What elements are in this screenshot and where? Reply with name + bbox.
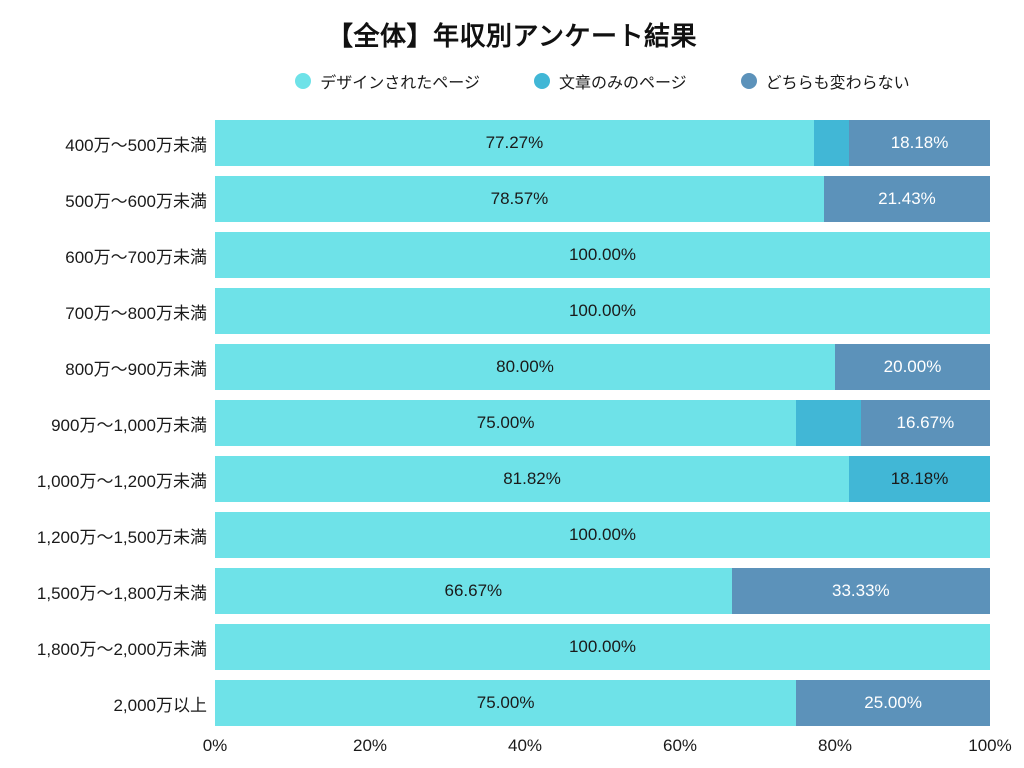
bar-segment-series-2: 25.00% <box>796 680 990 726</box>
x-axis-tick: 80% <box>817 736 853 755</box>
bar-segment-label: 18.18% <box>890 469 949 488</box>
bar-segment-label: 100.00% <box>568 245 637 264</box>
bar-segment-series-1 <box>796 400 861 446</box>
x-axis-tick: 0% <box>202 736 228 755</box>
category-label: 800万〜900万未満 <box>65 359 207 379</box>
bar-segment-series-2: 16.67% <box>860 400 990 446</box>
chart-row: 1,000万〜1,200万未満 81.82% 18.18% <box>0 456 1024 502</box>
bar-stack: 100.00% <box>215 232 990 278</box>
category-label: 1,500万〜1,800万未満 <box>36 583 207 603</box>
bar-stack: 66.67% 33.33% <box>215 568 990 614</box>
bar-stack: 80.00% 20.00% <box>215 344 990 390</box>
bar-segment-label: 20.00% <box>883 357 942 376</box>
bar-stack: 100.00% <box>215 624 990 670</box>
category-label: 900万〜1,000万未満 <box>51 415 207 435</box>
bar-segment-label: 100.00% <box>568 525 637 544</box>
bar-segment-label: 100.00% <box>568 301 637 320</box>
legend-color-dot-icon <box>295 73 312 89</box>
bar-segment-label: 21.43% <box>878 189 936 208</box>
bar-stack: 78.57% 21.43% <box>215 176 990 222</box>
legend-item-0: デザインされたページ <box>295 69 480 93</box>
x-axis: 0% 20% 40% 60% 80% 100% <box>203 736 1012 762</box>
bar-segment-label: 16.67% <box>896 413 955 432</box>
bar-segment-series-0: 100.00% <box>215 288 990 334</box>
bar-stack: 81.82% 18.18% <box>215 456 990 502</box>
chart-title: 【全体】年収別アンケート結果 <box>327 21 697 51</box>
category-label: 600万〜700万未満 <box>65 247 207 267</box>
bar-segment-series-1: 18.18% <box>849 456 990 502</box>
chart-row: 500万〜600万未満 78.57% 21.43% <box>0 176 1024 222</box>
bar-segment-label: 100.00% <box>568 637 637 656</box>
bar-stack: 100.00% <box>215 288 990 334</box>
chart-row: 900万〜1,000万未満 75.00% 16.67% <box>0 400 1024 446</box>
legend-label: 文章のみのページ <box>558 75 687 92</box>
x-axis-tick: 100% <box>968 736 1012 755</box>
legend-item-2: どちらも変わらない <box>740 69 910 93</box>
bar-segment-series-0: 77.27% <box>215 120 814 166</box>
chart-row: 1,800万〜2,000万未満 100.00% <box>0 624 1024 670</box>
bar-segment-label: 33.33% <box>832 581 890 600</box>
bar-segment-series-2: 18.18% <box>849 120 990 166</box>
bar-segment-series-0: 81.82% <box>215 456 850 502</box>
bar-segment-series-0: 75.00% <box>215 400 797 446</box>
bar-segment-label: 80.00% <box>496 357 554 376</box>
bar-stack: 75.00% 25.00% <box>215 680 990 726</box>
category-label: 400万〜500万未満 <box>65 135 207 155</box>
legend-color-dot-icon <box>533 73 550 89</box>
bar-stack: 100.00% <box>215 512 990 558</box>
bar-segment-series-2: 20.00% <box>835 344 990 390</box>
legend-item-1: 文章のみのページ <box>533 69 687 93</box>
bar-stack: 75.00% 16.67% <box>215 400 990 446</box>
legend-label: デザインされたページ <box>320 75 480 92</box>
x-axis-tick: 40% <box>507 736 543 755</box>
chart-row: 800万〜900万未満 80.00% 20.00% <box>0 344 1024 390</box>
chart-row: 400万〜500万未満 77.27% 18.18% <box>0 120 1024 166</box>
chart-row: 1,500万〜1,800万未満 66.67% 33.33% <box>0 568 1024 614</box>
category-label: 700万〜800万未満 <box>65 303 207 323</box>
category-label: 1,200万〜1,500万未満 <box>36 527 207 547</box>
category-label: 1,800万〜2,000万未満 <box>36 639 207 659</box>
bar-segment-label: 81.82% <box>503 469 561 488</box>
bar-segment-series-0: 100.00% <box>215 624 990 670</box>
bar-segment-series-0: 66.67% <box>215 568 732 614</box>
chart-row: 2,000万以上 75.00% 25.00% <box>0 680 1024 726</box>
bar-segment-series-0: 80.00% <box>215 344 835 390</box>
bar-segment-label: 18.18% <box>890 133 949 152</box>
bar-segment-label: 25.00% <box>864 693 922 712</box>
bar-segment-label: 66.67% <box>444 581 503 600</box>
category-label: 2,000万以上 <box>113 695 207 715</box>
legend-color-dot-icon <box>740 73 757 89</box>
bar-segment-series-0: 100.00% <box>215 512 990 558</box>
category-label: 500万〜600万未満 <box>65 191 207 211</box>
bar-segment-series-2: 33.33% <box>731 568 990 614</box>
legend-label: どちらも変わらない <box>765 75 910 92</box>
chart-row: 700万〜800万未満 100.00% <box>0 288 1024 334</box>
bar-segment-series-1 <box>813 120 850 166</box>
bar-segment-series-0: 78.57% <box>215 176 824 222</box>
chart-rows: 400万〜500万未満 77.27% 18.18% 500万〜600万未満 78.57%… <box>0 120 1024 726</box>
chart-row: 600万〜700万未満 100.00% <box>0 232 1024 278</box>
bar-segment-series-2: 21.43% <box>823 176 990 222</box>
bar-segment-label: 75.00% <box>476 693 535 712</box>
bar-segment-series-0: 75.00% <box>215 680 797 726</box>
x-axis-tick: 60% <box>662 736 698 755</box>
bar-segment-label: 77.27% <box>485 133 544 152</box>
x-axis-tick: 20% <box>352 736 388 755</box>
bar-segment-series-0: 100.00% <box>215 232 990 278</box>
category-label: 1,000万〜1,200万未満 <box>36 471 207 491</box>
chart-row: 1,200万〜1,500万未満 100.00% <box>0 512 1024 558</box>
legend: デザインされたページ 文章のみのページ どちらも変わらない <box>215 69 990 93</box>
bar-stack: 77.27% 18.18% <box>215 120 990 166</box>
bar-segment-label: 75.00% <box>476 413 535 432</box>
bar-segment-label: 78.57% <box>490 189 549 208</box>
